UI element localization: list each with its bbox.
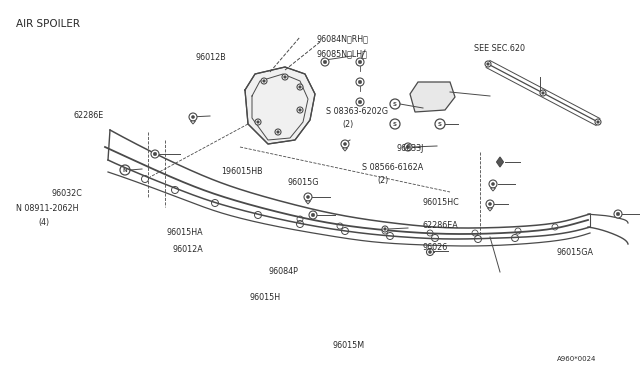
Circle shape (262, 80, 266, 82)
Circle shape (358, 100, 362, 104)
Polygon shape (305, 201, 310, 204)
Circle shape (257, 121, 259, 124)
Text: 196015HB: 196015HB (221, 167, 262, 176)
Circle shape (275, 129, 281, 135)
Circle shape (488, 202, 492, 206)
Text: 96033J: 96033J (397, 144, 424, 153)
Text: 96015GA: 96015GA (557, 248, 594, 257)
Text: AIR SPOILER: AIR SPOILER (16, 19, 80, 29)
Text: (2): (2) (342, 120, 354, 129)
Circle shape (189, 113, 197, 121)
Text: 96012B: 96012B (195, 53, 226, 62)
Text: 96085N〈LH〉: 96085N〈LH〉 (317, 49, 367, 58)
Text: S 08363-6202G: S 08363-6202G (326, 107, 388, 116)
Text: N: N (123, 167, 127, 173)
Text: 96084N〈RH〉: 96084N〈RH〉 (317, 35, 369, 44)
Polygon shape (410, 82, 455, 112)
Circle shape (595, 119, 601, 125)
Text: A960*0024: A960*0024 (557, 356, 596, 362)
Text: 96015H: 96015H (250, 293, 281, 302)
Circle shape (485, 61, 491, 67)
Text: (2): (2) (378, 176, 389, 185)
Circle shape (304, 193, 312, 201)
Circle shape (616, 212, 620, 216)
Circle shape (596, 121, 599, 124)
Circle shape (306, 195, 310, 199)
Polygon shape (245, 67, 315, 144)
Polygon shape (488, 208, 493, 211)
Circle shape (297, 84, 303, 90)
Circle shape (492, 182, 495, 186)
Text: S 08566-6162A: S 08566-6162A (362, 163, 423, 172)
Text: S: S (393, 102, 397, 106)
Circle shape (151, 150, 159, 158)
Polygon shape (497, 157, 504, 167)
Text: 96015G: 96015G (288, 178, 319, 187)
Circle shape (356, 58, 364, 66)
Polygon shape (191, 121, 195, 124)
Text: N 08911-2062H: N 08911-2062H (16, 204, 79, 213)
Circle shape (153, 152, 157, 156)
Circle shape (614, 210, 622, 218)
Circle shape (299, 109, 301, 111)
Circle shape (255, 119, 261, 125)
Circle shape (191, 115, 195, 119)
Text: 96015HA: 96015HA (166, 228, 203, 237)
Text: SEE SEC.620: SEE SEC.620 (474, 44, 525, 53)
Circle shape (297, 107, 303, 113)
Circle shape (356, 98, 364, 106)
Circle shape (276, 131, 279, 133)
Circle shape (358, 80, 362, 84)
Text: 96012A: 96012A (173, 245, 204, 254)
Polygon shape (490, 188, 495, 191)
Circle shape (343, 142, 347, 146)
Text: 96015HC: 96015HC (422, 198, 459, 207)
Circle shape (282, 74, 288, 80)
Circle shape (540, 90, 546, 96)
Circle shape (541, 92, 545, 94)
Text: 62286E: 62286E (74, 111, 104, 120)
Circle shape (406, 145, 410, 149)
Text: S: S (438, 122, 442, 126)
Circle shape (321, 58, 329, 66)
Circle shape (299, 86, 301, 89)
Circle shape (261, 78, 267, 84)
Circle shape (309, 211, 317, 219)
Circle shape (486, 200, 494, 208)
Circle shape (358, 60, 362, 64)
Text: 96026: 96026 (422, 243, 447, 252)
Circle shape (382, 226, 388, 232)
Text: 96032C: 96032C (51, 189, 82, 198)
Text: 62286EA: 62286EA (422, 221, 458, 230)
Circle shape (428, 250, 431, 254)
Circle shape (323, 60, 327, 64)
Text: 96084P: 96084P (269, 267, 299, 276)
Circle shape (341, 140, 349, 148)
Polygon shape (342, 148, 348, 151)
Circle shape (486, 62, 490, 65)
Circle shape (311, 213, 315, 217)
Circle shape (383, 228, 387, 230)
Text: (4): (4) (38, 218, 49, 227)
Text: S: S (393, 122, 397, 126)
Circle shape (284, 76, 286, 78)
Circle shape (356, 78, 364, 86)
Circle shape (426, 248, 433, 256)
Text: 96015M: 96015M (333, 341, 365, 350)
Circle shape (404, 143, 412, 151)
Circle shape (489, 180, 497, 188)
